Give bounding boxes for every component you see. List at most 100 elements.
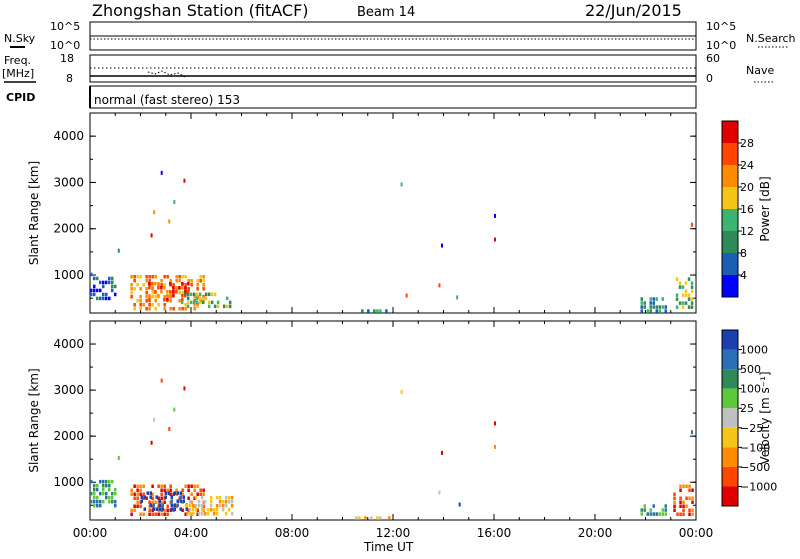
velocity-ylabel: Slant Range [km] <box>27 368 41 472</box>
velocity-cell <box>227 508 231 512</box>
velocity-cell <box>193 496 196 500</box>
power-echo <box>690 222 693 227</box>
power-cell <box>190 279 193 283</box>
power-cell <box>649 305 652 309</box>
velocity-colorbar-title: Velocity [m s⁻¹] <box>758 371 772 464</box>
power-cell <box>228 304 232 309</box>
power-cell <box>690 301 694 305</box>
velocity-cell <box>202 504 205 508</box>
velocity-cell <box>166 488 169 492</box>
power-cell <box>111 280 114 285</box>
power-cell <box>649 301 652 305</box>
velocity-panel: 1000 2000 3000 4000 Slant Range [km] 1000 500 1… <box>27 320 777 521</box>
power-cell <box>207 292 211 297</box>
velocity-cell <box>93 483 96 488</box>
power-cell <box>181 307 184 311</box>
velocity-cell <box>181 492 184 496</box>
velocity-cell <box>194 496 198 500</box>
power-cell <box>154 295 157 299</box>
power-cell <box>93 292 96 297</box>
power-cell <box>184 283 187 287</box>
noise-sky-label: N.Sky <box>4 32 36 45</box>
power-echo <box>494 237 496 242</box>
velocity-cell <box>224 504 228 508</box>
velocity-cell <box>151 500 154 504</box>
velocity-cell <box>664 508 667 512</box>
velocity-cell <box>140 495 143 499</box>
power-cell <box>198 300 202 305</box>
power-cell <box>166 275 169 279</box>
velocity-echo <box>153 417 156 422</box>
power-cell <box>105 280 108 285</box>
power-cell <box>661 305 664 309</box>
power-cell <box>385 309 388 313</box>
velocity-cell <box>182 499 185 503</box>
velocity-cell <box>688 484 691 488</box>
velocity-cell <box>176 491 179 495</box>
power-cell <box>166 294 169 298</box>
power-echo <box>440 243 443 248</box>
power-cell <box>198 292 202 297</box>
velocity-colorbar-label: −1000 <box>740 480 777 493</box>
power-cell <box>148 298 151 302</box>
velocity-cell <box>188 508 192 512</box>
velocity-cell <box>151 484 154 488</box>
velocity-cell <box>173 507 176 511</box>
power-cell <box>114 292 117 297</box>
x-tick-label: 00:00 <box>679 526 714 540</box>
velocity-cell <box>181 488 184 492</box>
power-cell <box>154 290 157 294</box>
velocity-cell <box>99 499 102 504</box>
velocity-cell <box>370 516 373 520</box>
power-colorbar-label: 16 <box>740 203 754 216</box>
cpid-program: normal (fast stereo) 153 <box>94 93 240 107</box>
velocity-cell <box>130 492 133 496</box>
velocity-cell <box>130 512 133 516</box>
velocity-cell <box>193 484 196 488</box>
power-cell <box>181 294 184 298</box>
velocity-cell <box>111 495 114 500</box>
velocity-cell <box>176 503 179 507</box>
power-cell <box>105 292 108 297</box>
power-cell <box>172 283 175 287</box>
power-cell <box>684 293 688 297</box>
power-echo <box>168 219 171 224</box>
velocity-cell <box>190 484 193 488</box>
velocity-cell <box>664 504 667 508</box>
time-axis: 00:00 04:00 08:00 12:00 16:00 20:00 00:00 <box>73 526 714 540</box>
velocity-cell <box>685 484 688 488</box>
power-cell <box>148 286 151 290</box>
velocity-cell <box>160 512 163 516</box>
velocity-colorbar-label: 1000 <box>740 344 768 357</box>
power-cell <box>216 304 220 309</box>
power-cell <box>130 287 133 291</box>
power-colorbar-label: 8 <box>740 247 747 260</box>
power-cell <box>204 296 208 301</box>
power-colorbar-swatch <box>722 275 738 297</box>
power-cell <box>130 291 133 295</box>
velocity-cell <box>191 508 195 512</box>
power-cell <box>678 285 682 289</box>
power-cell <box>681 293 685 297</box>
velocity-cell <box>164 495 167 499</box>
power-cell <box>199 275 202 279</box>
power-cell <box>690 289 694 293</box>
power-cell <box>213 304 217 309</box>
velocity-cell <box>209 508 213 512</box>
velocity-cell <box>173 491 176 495</box>
velocity-cell <box>96 499 99 504</box>
velocity-cell <box>148 508 151 512</box>
velocity-colorbar-label: −500 <box>740 461 770 474</box>
velocity-echo <box>150 440 153 445</box>
power-cell <box>681 301 685 305</box>
velocity-cell <box>108 499 111 504</box>
power-cell <box>99 280 102 285</box>
velocity-cell <box>199 492 202 496</box>
power-cell <box>687 305 691 309</box>
power-colorbar-swatch <box>722 209 738 231</box>
velocity-cell <box>143 507 146 511</box>
power-cell <box>202 279 205 283</box>
power-echo <box>160 170 163 175</box>
power-cell <box>163 275 166 279</box>
velocity-cell <box>682 504 685 508</box>
